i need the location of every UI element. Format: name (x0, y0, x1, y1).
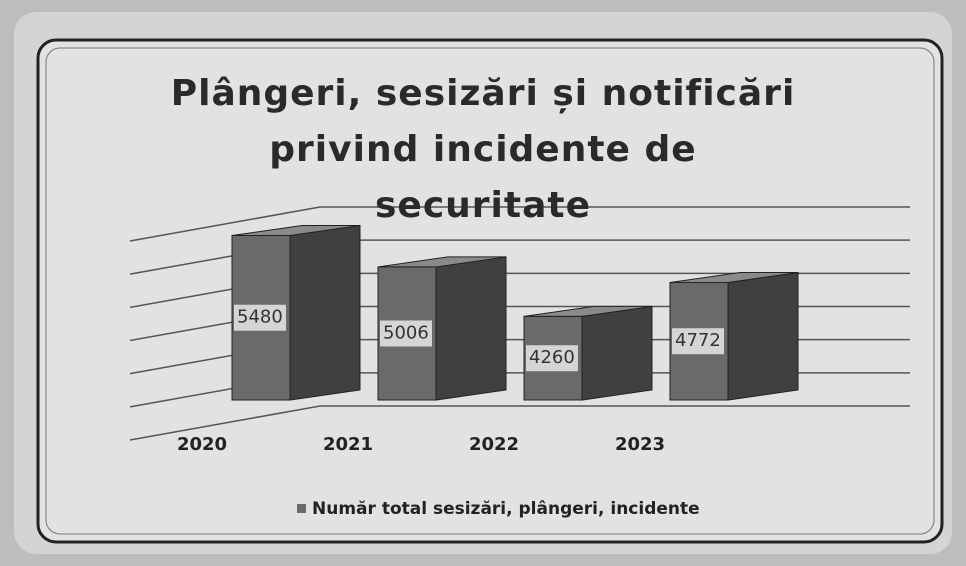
data-label: 4772 (675, 330, 721, 351)
data-label-box (380, 320, 432, 347)
bar-side (435, 256, 507, 401)
data-label-box (672, 328, 724, 355)
x-tick-label: 2023 (615, 434, 665, 455)
bar-side (289, 224, 361, 401)
grid-line (129, 405, 910, 441)
data-label: 5006 (383, 322, 429, 343)
data-label-box (234, 304, 286, 331)
grid-line (129, 206, 910, 242)
chart-frame-inner (45, 47, 935, 535)
legend-swatch (297, 504, 306, 513)
bar-side (727, 271, 799, 401)
x-tick-label: 2022 (469, 434, 519, 455)
bar-side (581, 305, 653, 401)
data-label-box (526, 345, 578, 372)
data-label: 5480 (237, 307, 283, 328)
legend-label: Număr total sesizări, plângeri, incident… (312, 499, 700, 519)
x-tick-label: 2021 (323, 434, 373, 455)
chart-title: Plângeri, sesizări și notificări privind… (170, 73, 796, 226)
data-label: 4260 (529, 347, 575, 368)
x-tick-label: 2020 (177, 434, 227, 455)
